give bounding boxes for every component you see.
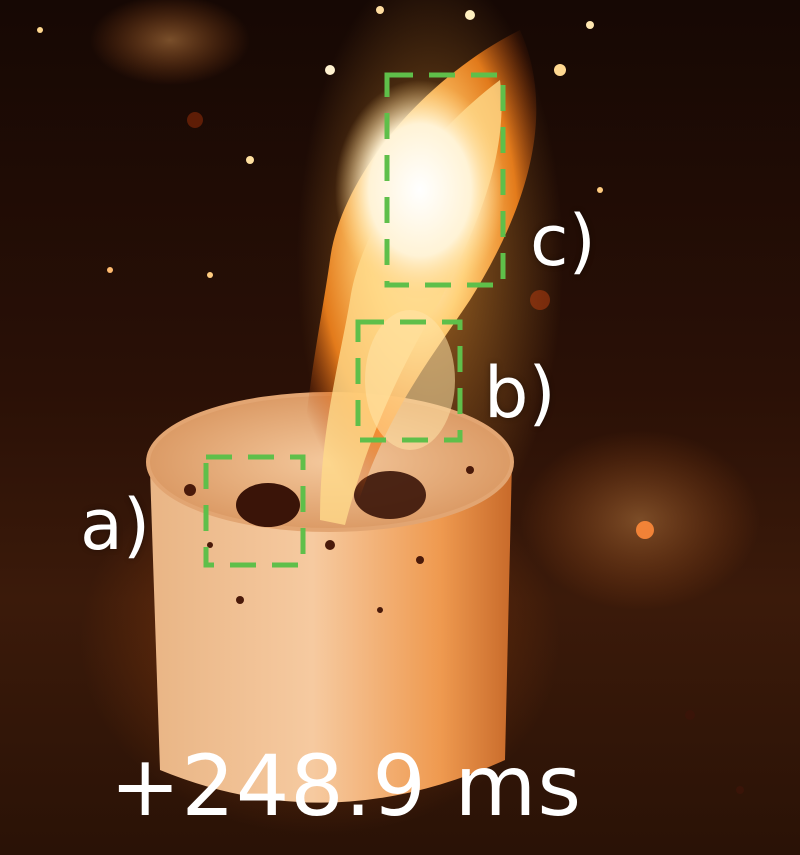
label-c: c) xyxy=(530,200,596,282)
top-left-glow xyxy=(90,0,250,85)
sparks xyxy=(37,6,654,539)
label-a: a) xyxy=(80,484,151,566)
ambient-glow xyxy=(520,430,760,610)
marker-boxes xyxy=(203,72,506,568)
timestamp: +248.9 ms xyxy=(110,737,583,835)
marker-box-c xyxy=(384,72,506,288)
label-b: b) xyxy=(484,352,556,434)
marker-box-a xyxy=(203,454,306,568)
marker-box-b xyxy=(355,319,463,443)
